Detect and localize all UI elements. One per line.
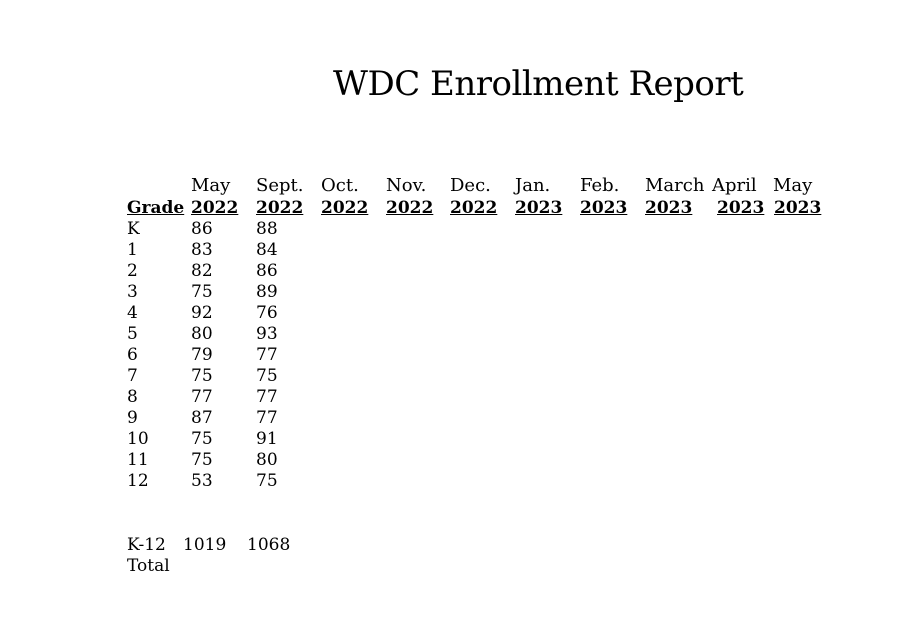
grade-label-k: K: [127, 219, 140, 239]
cell-8-may-2022: 77: [191, 387, 213, 407]
col-header-year-feb-2023: 2023: [580, 198, 628, 218]
cell-k-sept-2022: 88: [256, 219, 278, 239]
col-header-year-jan-2023: 2023: [515, 198, 563, 218]
col-header-month-dec-2022: Dec.: [450, 175, 491, 196]
col-header-year-nov-2022: 2022: [386, 198, 434, 218]
total-sept-2022: 1068: [247, 535, 291, 555]
grade-label-12: 12: [127, 471, 149, 491]
col-header-month-march-2023: March: [645, 175, 705, 196]
cell-2-may-2022: 82: [191, 261, 213, 281]
total-label-line1: K-12: [127, 535, 166, 555]
col-header-year-sept-2022: 2022: [256, 198, 304, 218]
grade-label-2: 2: [127, 261, 138, 281]
col-header-month-may-2023: May: [773, 175, 813, 196]
grade-label-11: 11: [127, 450, 149, 470]
grade-label-6: 6: [127, 345, 138, 365]
cell-8-sept-2022: 77: [256, 387, 278, 407]
col-header-month-nov-2022: Nov.: [386, 175, 427, 196]
cell-12-sept-2022: 75: [256, 471, 278, 491]
col-header-month-april-2023: April: [712, 175, 757, 196]
grade-label-4: 4: [127, 303, 138, 323]
col-header-year-april-2023: 2023: [717, 198, 765, 218]
cell-5-sept-2022: 93: [256, 324, 278, 344]
cell-12-may-2022: 53: [191, 471, 213, 491]
cell-11-sept-2022: 80: [256, 450, 278, 470]
grade-label-9: 9: [127, 408, 138, 428]
col-header-month-oct-2022: Oct.: [321, 175, 359, 196]
cell-6-may-2022: 79: [191, 345, 213, 365]
cell-3-may-2022: 75: [191, 282, 213, 302]
cell-11-may-2022: 75: [191, 450, 213, 470]
col-header-year-oct-2022: 2022: [321, 198, 369, 218]
grade-label-1: 1: [127, 240, 138, 260]
cell-k-may-2022: 86: [191, 219, 213, 239]
cell-3-sept-2022: 89: [256, 282, 278, 302]
cell-7-sept-2022: 75: [256, 366, 278, 386]
grade-label-3: 3: [127, 282, 138, 302]
col-header-month-feb-2023: Feb.: [580, 175, 620, 196]
cell-9-sept-2022: 77: [256, 408, 278, 428]
col-header-year-dec-2022: 2022: [450, 198, 498, 218]
col-header-grade: Grade: [127, 198, 185, 218]
page-title: WDC Enrollment Report: [333, 64, 744, 104]
cell-4-may-2022: 92: [191, 303, 213, 323]
grade-label-10: 10: [127, 429, 149, 449]
grade-label-8: 8: [127, 387, 138, 407]
cell-6-sept-2022: 77: [256, 345, 278, 365]
cell-5-may-2022: 80: [191, 324, 213, 344]
col-header-year-may-2023: 2023: [774, 198, 822, 218]
total-label-line2: Total: [127, 556, 170, 576]
cell-7-may-2022: 75: [191, 366, 213, 386]
cell-10-sept-2022: 91: [256, 429, 278, 449]
col-header-month-jan-2023: Jan.: [515, 175, 551, 196]
cell-4-sept-2022: 76: [256, 303, 278, 323]
col-header-year-march-2023: 2023: [645, 198, 693, 218]
cell-10-may-2022: 75: [191, 429, 213, 449]
cell-1-sept-2022: 84: [256, 240, 278, 260]
col-header-month-sept-2022: Sept.: [256, 175, 304, 196]
total-may-2022: 1019: [183, 535, 227, 555]
cell-9-may-2022: 87: [191, 408, 213, 428]
grade-label-5: 5: [127, 324, 138, 344]
grade-label-7: 7: [127, 366, 138, 386]
cell-1-may-2022: 83: [191, 240, 213, 260]
col-header-month-may-2022: May: [191, 175, 231, 196]
col-header-year-may-2022: 2022: [191, 198, 239, 218]
cell-2-sept-2022: 86: [256, 261, 278, 281]
